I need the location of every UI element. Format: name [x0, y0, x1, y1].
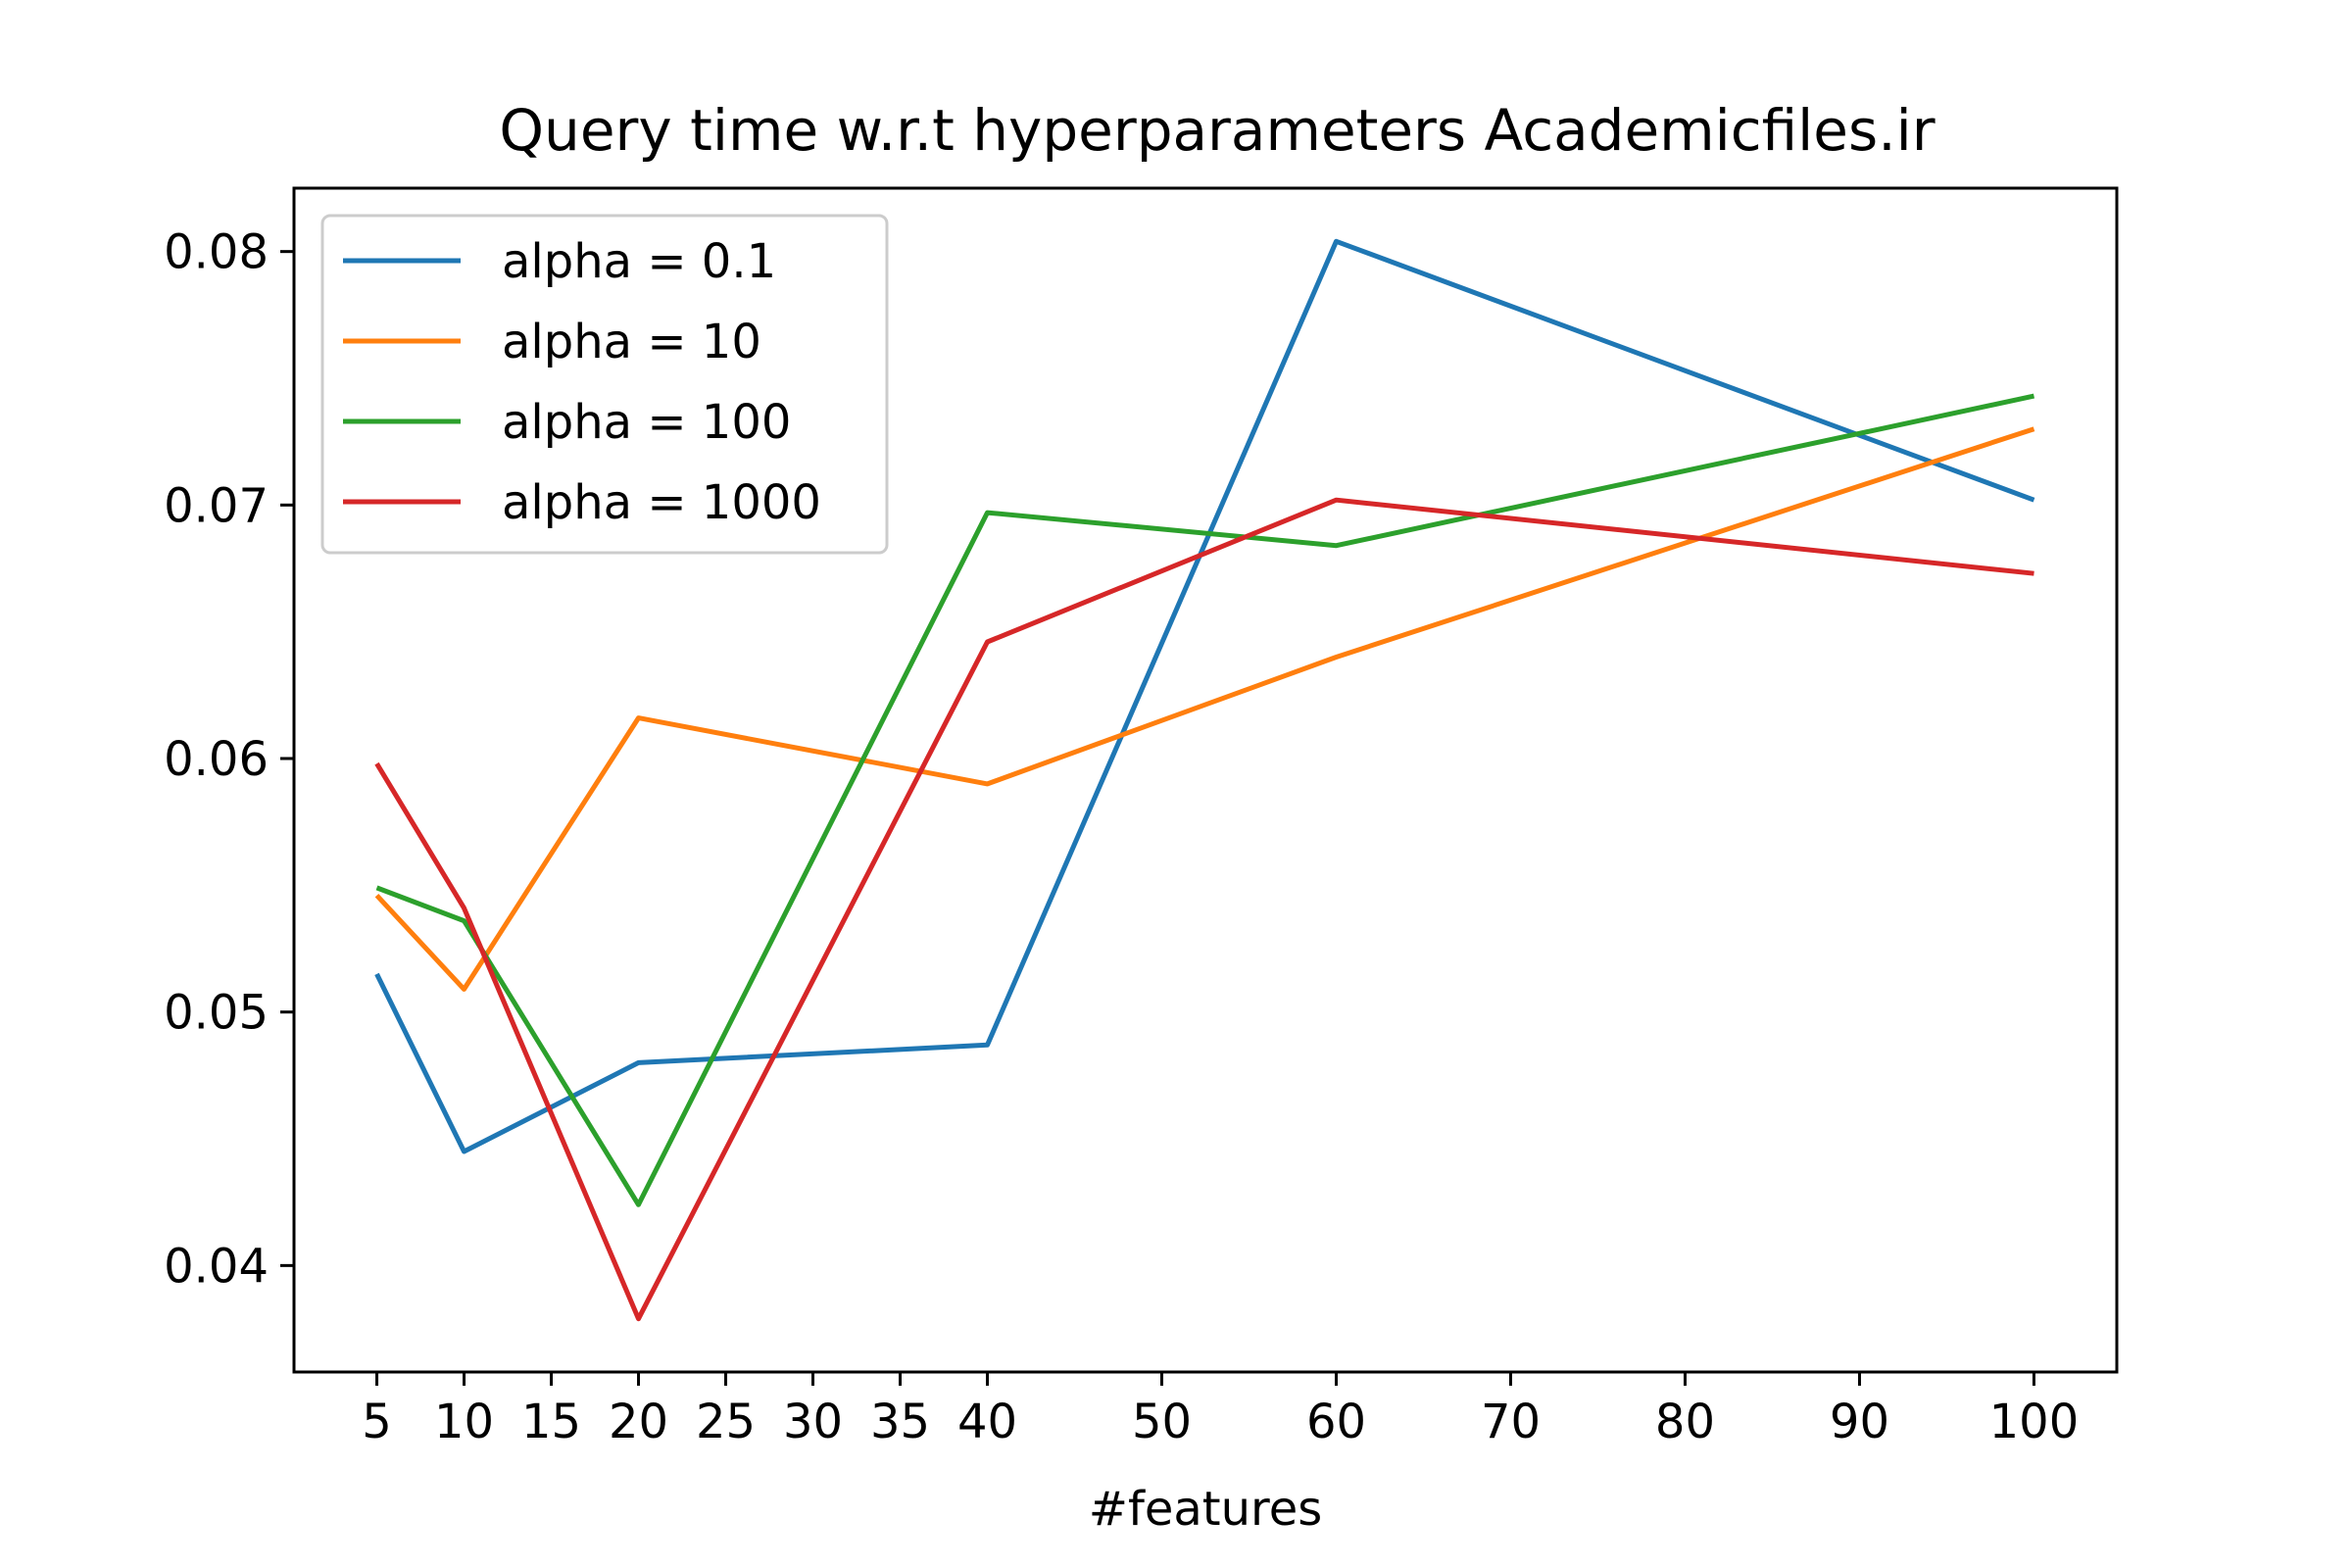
legend-label-2: alpha = 10 — [502, 315, 761, 369]
x-tick-label: 10 — [434, 1395, 494, 1449]
legend: alpha = 0.1 alpha = 10 alpha = 100 alpha = … — [320, 214, 889, 555]
series-line-1 — [374, 238, 2035, 1154]
y-tick-label: 0.06 — [164, 732, 269, 787]
y-tick-label: 0.05 — [164, 986, 269, 1041]
series-line-4 — [374, 497, 2034, 1322]
legend-box — [320, 214, 889, 555]
x-tick-label: 25 — [696, 1395, 756, 1449]
x-tick-label: 40 — [957, 1395, 1017, 1449]
legend-entries: alpha = 0.1 alpha = 10 alpha = 100 alpha = … — [343, 234, 821, 530]
x-tick-label: 70 — [1481, 1395, 1541, 1449]
y-tick-label: 0.07 — [164, 478, 269, 533]
y-tick-label: 0.04 — [164, 1239, 269, 1294]
x-tick-label: 60 — [1306, 1395, 1366, 1449]
x-tick-label: 35 — [870, 1395, 930, 1449]
x-tick-label: 20 — [609, 1395, 668, 1449]
y-axis-ticks: 0.04 0.05 0.06 0.07 0.08 — [164, 225, 294, 1294]
series-line-2 — [374, 426, 2035, 992]
series-layer — [374, 238, 2035, 1322]
legend-label-1: alpha = 0.1 — [502, 234, 776, 289]
x-tick-label: 50 — [1132, 1395, 1192, 1449]
y-tick-label: 0.08 — [164, 225, 269, 280]
legend-label-3: alpha = 100 — [502, 395, 791, 450]
x-axis-label: #features — [1089, 1482, 1323, 1537]
x-tick-label: 5 — [362, 1395, 392, 1449]
x-tick-label: 80 — [1655, 1395, 1715, 1449]
x-tick-label: 30 — [783, 1395, 843, 1449]
x-axis-ticks: 5 10 15 20 25 30 35 40 50 60 70 80 90 100 — [362, 1372, 2079, 1449]
chart-title: Query time w.r.t hyperparameters Academi… — [499, 97, 1935, 164]
series-line-3 — [375, 393, 2035, 1207]
legend-label-4: alpha = 1000 — [502, 475, 821, 530]
x-tick-label: 90 — [1830, 1395, 1889, 1449]
x-tick-label: 15 — [521, 1395, 581, 1449]
x-tick-label: 100 — [1989, 1395, 2080, 1449]
plot-area-frame — [292, 186, 2119, 1374]
